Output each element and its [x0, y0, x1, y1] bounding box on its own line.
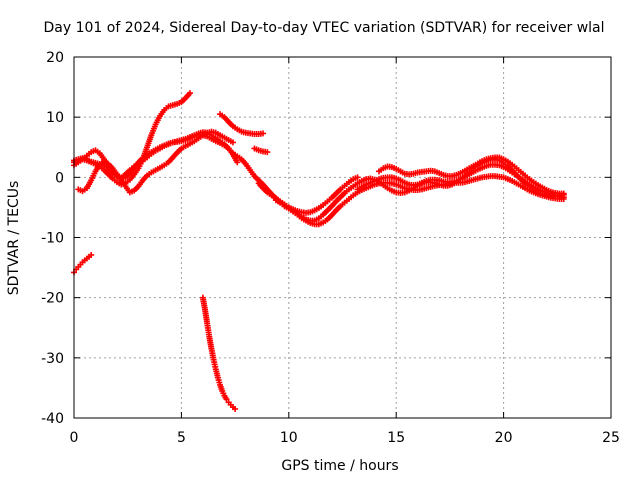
data-point — [186, 90, 193, 97]
series-track-f — [229, 150, 567, 228]
x-tick-label: 0 — [70, 430, 79, 446]
data-point — [560, 194, 567, 201]
data-point — [232, 405, 239, 412]
series-track-k — [251, 145, 271, 156]
series-track-m — [199, 294, 239, 412]
x-tick-label: 15 — [387, 430, 405, 446]
axis-ticks: 0 5 10 15 20 25 -40 -30 -20 -10 0 10 20 — [41, 50, 620, 446]
series-track-h — [376, 154, 567, 197]
series-track-j — [272, 174, 361, 216]
x-tick-label: 10 — [280, 430, 298, 446]
data-point — [229, 139, 236, 146]
y-tick-label: -20 — [41, 291, 64, 307]
series-track-d — [75, 128, 236, 196]
x-axis-label: GPS time / hours — [281, 458, 398, 474]
y-tick-label: 10 — [46, 110, 64, 126]
chart-title: Day 101 of 2024, Sidereal Day-to-day VTE… — [43, 20, 604, 36]
y-tick-label: -10 — [41, 231, 64, 247]
grid-lines — [74, 57, 611, 418]
series-track-l — [71, 251, 95, 276]
y-tick-label: 20 — [46, 50, 64, 66]
data-point — [354, 174, 361, 181]
series-track-i — [354, 161, 567, 201]
data-point — [88, 251, 95, 258]
data-point — [260, 130, 267, 137]
series-track-e — [217, 111, 267, 138]
x-tick-label: 5 — [177, 430, 186, 446]
data-point — [234, 159, 241, 166]
y-tick-label: -30 — [41, 351, 64, 367]
y-tick-label: -40 — [41, 411, 64, 427]
x-tick-label: 25 — [602, 430, 620, 446]
data-point — [264, 149, 271, 156]
data-point — [223, 396, 230, 403]
data-marks — [71, 90, 567, 412]
x-tick-label: 20 — [495, 430, 513, 446]
data-point — [225, 145, 232, 152]
y-axis-label: SDTVAR / TECUs — [6, 181, 22, 296]
y-tick-label: 0 — [55, 170, 64, 186]
